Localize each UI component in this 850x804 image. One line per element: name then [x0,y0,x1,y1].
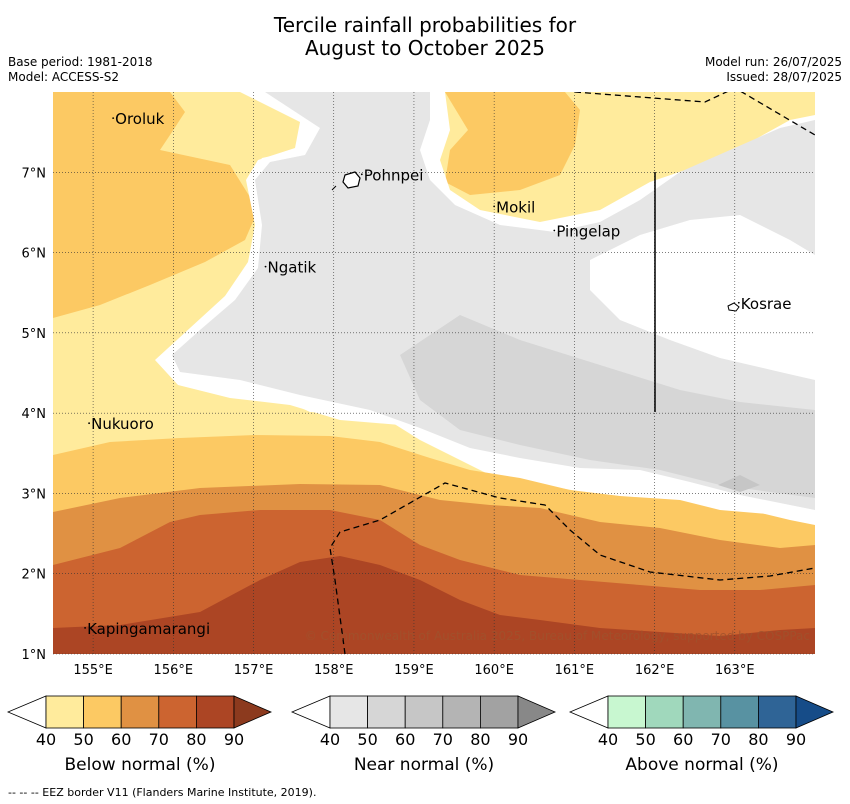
colorbar-tick-label: 70 [149,730,169,749]
axis-labels: 155°E 156°E 157°E 158°E 159°E 160°E 161°E 162°E… [22,166,755,678]
place-labels: Oroluk Pohnpei Mokil Pingelap Ngatik Kosrae Nu… [84,110,791,638]
kosrae-island [727,302,740,312]
colorbar-tick-label: 70 [433,730,453,749]
below-80-south [53,556,815,654]
lon-tick-label: 159°E [394,663,434,678]
colorbar-tick-label: 90 [224,730,244,749]
colorbar-tick-label: 80 [748,730,768,749]
copyright-text: © Commonwealth of Australia 2025, Bureau… [305,629,810,643]
probability-fill [53,92,815,654]
colorbar-tick-label: 60 [673,730,693,749]
lat-tick-label: 2°N [22,568,47,583]
lat-tick-label: 1°N [22,648,47,663]
colorbar-segment [645,695,684,729]
colorbars: 40 50 60 70 80 90 40 50 60 70 80 90 40 50 60 70 80 90 [6,695,835,749]
below-50-ne [445,92,580,195]
near-50 [400,315,815,498]
place-marker [84,627,86,629]
place-label: Oroluk [115,110,164,128]
place-marker [493,205,496,208]
colorbar-segment [479,695,519,729]
title-line-1: Tercile rainfall probabilities for [273,13,577,37]
colorbar-left-extend [290,695,331,729]
graticule [53,92,815,655]
colorbar-tick-label: 50 [635,730,655,749]
colorbar-segment [682,695,722,729]
colorbar-tick-label: 40 [36,730,56,749]
lon-tick-label: 158°E [314,663,354,678]
colorbar-right-extend [233,695,273,729]
colorbar-left-extend [6,695,47,729]
near-50-small [718,475,760,492]
colorbar-tick-label: 40 [320,730,340,749]
lat-tick-label: 7°N [22,166,47,181]
place-marker [112,117,115,120]
model-run: Model run: 26/07/2025 [704,55,842,69]
lon-tick-label: 157°E [234,663,274,678]
place-marker [264,265,267,268]
colorbar-label-near: Near normal (%) [353,755,495,775]
title-line-2: August to October 2025 [304,36,546,60]
colorbar-right-extend [517,695,557,729]
place-marker [88,422,90,425]
lat-tick-label: 3°N [22,487,47,502]
white-east [590,215,815,380]
lon-tick-label: 156°E [154,663,194,678]
lon-tick-label: 160°E [474,663,514,678]
colorbar-segment [442,695,481,729]
colorbar-segment [83,695,122,729]
colorbar-segment [45,695,84,729]
colorbar-segment [720,695,759,729]
colorbar-tick-label: 90 [508,730,528,749]
colorbar-tick-label: 50 [357,730,377,749]
colorbar-tick-label: 60 [111,730,131,749]
place-label: Nukuoro [91,415,154,433]
lat-tick-label: 4°N [22,407,47,422]
lon-tick-label: 163°E [715,663,755,678]
below-50-nw [53,92,258,318]
colorbar-segment [367,695,406,729]
place-marker [553,229,556,232]
colorbar-tick-label: 70 [711,730,731,749]
place-label: Kapingamarangi [87,620,210,638]
colorbar-segment [607,695,646,729]
base-period: Base period: 1981-2018 [8,55,153,69]
colorbar-segment [404,695,444,729]
eez-border [329,92,815,654]
colorbar-tick-label: 80 [186,730,206,749]
colorbar-tick-label: 60 [395,730,415,749]
place-marker [360,173,363,176]
colorbar-right-extend [795,695,835,729]
place-label: Pohnpei [364,166,424,184]
lon-tick-label: 162°E [635,663,675,678]
colorbar-segment [158,695,197,729]
islet-marker [331,185,337,191]
model-name: Model: ACCESS-S2 [8,70,120,84]
colorbar-label-above: Above normal (%) [625,755,779,775]
lat-tick-label: 6°N [22,247,47,262]
colorbar-segment [758,695,797,729]
place-label: Mokil [496,198,535,216]
lon-tick-label: 161°E [555,663,595,678]
pohnpei-island [342,171,361,189]
eez-footnote: -- -- -- EEZ border V11 (Flanders Marine… [8,786,317,799]
place-marker [737,301,740,304]
issued-date: Issued: 28/07/2025 [726,70,842,84]
colorbar-segment [120,695,160,729]
colorbar-segment [195,695,235,729]
colorbar-segment [329,695,368,729]
lat-tick-label: 5°N [22,327,47,342]
place-label: Ngatik [268,259,317,277]
colorbar-label-below: Below normal (%) [64,755,216,775]
colorbar-tick-label: 50 [73,730,93,749]
colorbar-tick-label: 90 [786,730,806,749]
colorbar-tick-label: 80 [470,730,490,749]
lon-tick-label: 155°E [73,663,113,678]
colorbar-left-extend [568,695,609,729]
place-label: Pingelap [556,223,620,241]
colorbar-tick-label: 40 [598,730,618,749]
place-label: Kosrae [741,295,792,313]
